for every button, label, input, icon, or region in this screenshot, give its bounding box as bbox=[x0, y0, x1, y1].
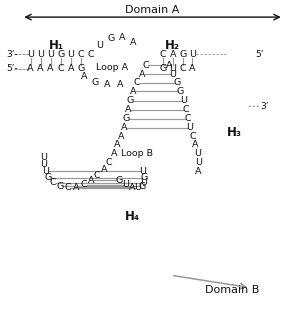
Text: H₂: H₂ bbox=[165, 39, 180, 52]
Text: A: A bbox=[73, 183, 80, 192]
Text: U: U bbox=[40, 160, 47, 169]
Text: C: C bbox=[64, 183, 71, 192]
Text: A: A bbox=[104, 81, 111, 89]
Text: C: C bbox=[185, 114, 191, 123]
Text: G: G bbox=[107, 35, 114, 43]
Text: A: A bbox=[189, 64, 196, 73]
Text: U: U bbox=[135, 183, 141, 192]
Text: 5’-: 5’- bbox=[7, 64, 19, 73]
Text: A: A bbox=[170, 50, 176, 58]
Text: G: G bbox=[57, 50, 64, 58]
Text: U: U bbox=[180, 96, 187, 105]
Text: A: A bbox=[110, 149, 117, 158]
Text: A: A bbox=[121, 123, 128, 132]
Text: C: C bbox=[106, 158, 113, 166]
Text: C: C bbox=[81, 180, 88, 189]
Text: C: C bbox=[134, 78, 141, 87]
Text: G: G bbox=[179, 50, 186, 58]
Text: Domain A: Domain A bbox=[125, 5, 180, 15]
Text: H₁: H₁ bbox=[49, 39, 64, 52]
Text: Loop A: Loop A bbox=[96, 63, 128, 72]
Text: U: U bbox=[189, 50, 196, 58]
Text: G: G bbox=[160, 64, 167, 73]
Text: U: U bbox=[123, 180, 129, 189]
Text: G: G bbox=[138, 182, 145, 191]
Text: A: A bbox=[125, 105, 131, 114]
Text: Domain B: Domain B bbox=[205, 285, 259, 295]
Text: G: G bbox=[92, 78, 99, 86]
Text: A: A bbox=[37, 64, 44, 73]
Text: G: G bbox=[45, 173, 52, 182]
Text: C: C bbox=[160, 50, 167, 58]
Text: G: G bbox=[56, 182, 64, 191]
Text: A: A bbox=[195, 167, 202, 176]
Text: A: A bbox=[88, 176, 95, 185]
Text: U: U bbox=[47, 50, 54, 58]
Text: U: U bbox=[169, 70, 176, 78]
Text: A: A bbox=[47, 64, 54, 73]
Text: U: U bbox=[195, 158, 202, 167]
Text: H₃: H₃ bbox=[227, 126, 242, 139]
Text: A: A bbox=[139, 70, 145, 78]
Text: U: U bbox=[37, 50, 44, 58]
Text: A: A bbox=[27, 64, 34, 73]
Text: C: C bbox=[142, 61, 149, 70]
Text: G: G bbox=[141, 173, 148, 182]
Text: A: A bbox=[119, 34, 125, 42]
Text: A: A bbox=[117, 81, 124, 89]
Text: U: U bbox=[139, 167, 146, 176]
Text: U: U bbox=[170, 64, 176, 73]
Text: C: C bbox=[189, 132, 196, 141]
Text: Loop B: Loop B bbox=[121, 149, 152, 157]
Text: H₄: H₄ bbox=[125, 210, 140, 223]
Text: A: A bbox=[130, 38, 137, 47]
Text: G: G bbox=[123, 114, 130, 123]
Text: 5’: 5’ bbox=[256, 50, 264, 58]
Text: C: C bbox=[57, 64, 64, 73]
Text: A: A bbox=[192, 141, 199, 149]
Text: A: A bbox=[129, 183, 136, 192]
Text: U: U bbox=[67, 50, 74, 58]
Text: A: A bbox=[130, 87, 137, 96]
Text: G: G bbox=[177, 87, 184, 96]
Text: 3’-: 3’- bbox=[7, 50, 19, 58]
Text: U: U bbox=[187, 123, 193, 132]
Text: G: G bbox=[173, 78, 181, 87]
Text: C: C bbox=[88, 50, 94, 58]
Text: U: U bbox=[141, 178, 147, 187]
Text: C: C bbox=[50, 178, 56, 187]
Text: A: A bbox=[100, 165, 107, 174]
Text: U: U bbox=[27, 50, 34, 58]
Text: U: U bbox=[194, 149, 201, 158]
Text: A: A bbox=[166, 61, 173, 70]
Text: C: C bbox=[182, 105, 189, 114]
Text: A: A bbox=[81, 72, 87, 81]
Text: G: G bbox=[115, 176, 123, 185]
Text: C: C bbox=[77, 50, 84, 58]
Text: C: C bbox=[179, 64, 186, 73]
Text: U: U bbox=[97, 41, 103, 49]
Text: G: G bbox=[127, 96, 134, 105]
Text: U: U bbox=[40, 153, 47, 162]
Text: U: U bbox=[42, 167, 48, 176]
Text: A: A bbox=[118, 132, 125, 141]
Text: G: G bbox=[77, 64, 84, 73]
Text: C: C bbox=[94, 171, 100, 179]
Text: 3’: 3’ bbox=[261, 102, 269, 111]
Text: A: A bbox=[67, 64, 74, 73]
Text: A: A bbox=[114, 140, 121, 149]
